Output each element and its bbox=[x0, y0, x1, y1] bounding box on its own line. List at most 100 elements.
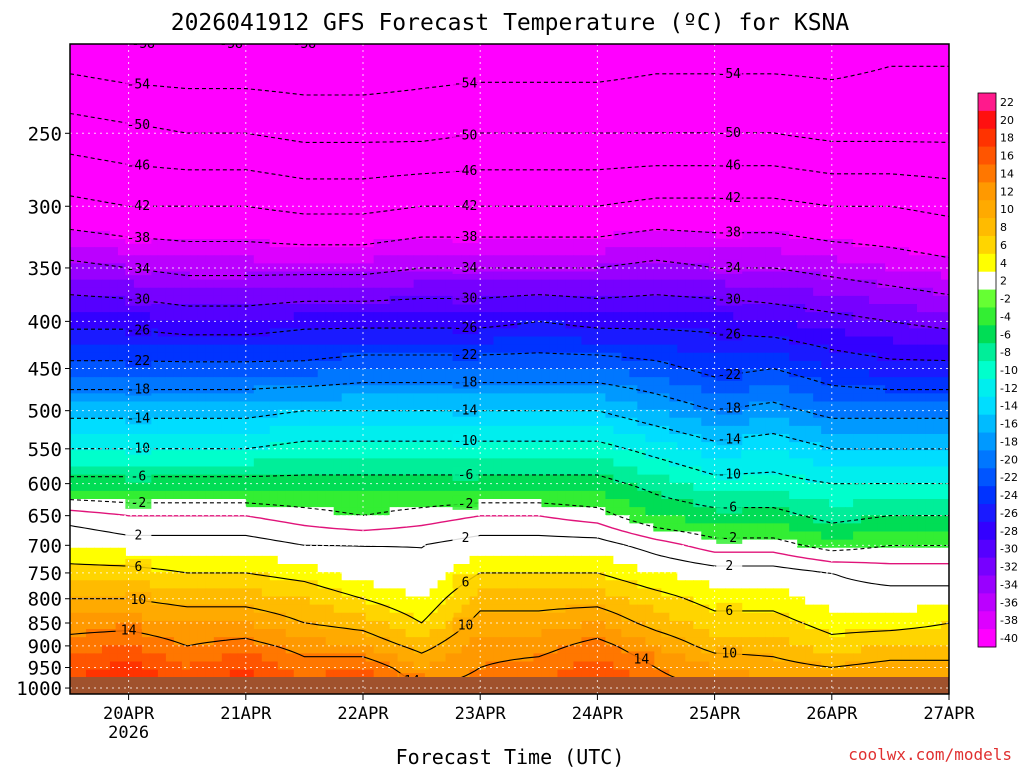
field-cell bbox=[797, 206, 806, 216]
field-cell bbox=[637, 312, 646, 321]
field-cell bbox=[797, 84, 806, 94]
field-cell bbox=[109, 320, 119, 329]
field-cell bbox=[549, 320, 559, 329]
field-cell bbox=[85, 60, 95, 69]
field-cell bbox=[749, 295, 758, 305]
field-cell bbox=[413, 141, 423, 151]
field-cell bbox=[917, 255, 926, 264]
field-cell bbox=[829, 44, 838, 53]
field-cell bbox=[461, 157, 471, 167]
field-cell bbox=[285, 304, 295, 313]
field-cell bbox=[253, 409, 263, 419]
field-cell bbox=[885, 125, 894, 134]
field-cell bbox=[70, 92, 79, 102]
field-cell bbox=[373, 174, 383, 183]
field-cell bbox=[749, 271, 758, 281]
field-cell bbox=[93, 255, 103, 264]
field-cell bbox=[269, 279, 279, 289]
field-cell bbox=[645, 149, 654, 159]
field-cell bbox=[301, 393, 311, 403]
field-cell bbox=[493, 133, 503, 143]
field-cell bbox=[109, 271, 119, 281]
field-cell bbox=[765, 182, 774, 191]
field-cell bbox=[541, 279, 551, 289]
field-cell bbox=[253, 287, 263, 297]
field-cell bbox=[565, 279, 575, 289]
field-cell bbox=[309, 52, 319, 61]
field-cell bbox=[301, 263, 311, 273]
field-cell bbox=[885, 393, 894, 403]
field-cell bbox=[853, 239, 862, 248]
field-cell bbox=[685, 214, 694, 224]
field-cell bbox=[557, 287, 567, 297]
field-cell bbox=[869, 198, 878, 208]
field-cell bbox=[605, 100, 614, 110]
field-cell bbox=[85, 344, 95, 354]
field-cell bbox=[237, 328, 247, 338]
field-cell bbox=[357, 174, 367, 183]
field-cell bbox=[917, 239, 926, 248]
field-cell bbox=[213, 279, 223, 289]
field-cell bbox=[421, 247, 431, 256]
field-cell bbox=[253, 100, 263, 110]
field-cell bbox=[285, 239, 295, 248]
field-cell bbox=[525, 190, 535, 199]
field-cell bbox=[493, 198, 503, 208]
field-cell bbox=[421, 401, 431, 411]
field-cell bbox=[725, 344, 734, 354]
field-cell bbox=[109, 247, 119, 256]
field-cell bbox=[781, 125, 790, 134]
field-cell bbox=[493, 369, 503, 378]
field-cell bbox=[813, 239, 822, 248]
field-cell bbox=[349, 157, 359, 167]
field-cell bbox=[373, 312, 383, 321]
field-cell bbox=[397, 52, 407, 61]
field-cell bbox=[517, 312, 527, 321]
field-cell bbox=[869, 247, 878, 256]
field-cell bbox=[549, 239, 559, 248]
field-cell bbox=[685, 222, 694, 232]
field-cell bbox=[725, 393, 734, 403]
field-cell bbox=[149, 190, 159, 199]
field-cell bbox=[637, 165, 646, 175]
field-cell bbox=[709, 369, 718, 378]
field-cell bbox=[605, 287, 614, 297]
field-cell bbox=[229, 360, 239, 370]
field-cell bbox=[893, 352, 902, 362]
field-cell bbox=[357, 141, 367, 151]
field-cell bbox=[509, 369, 519, 378]
field-cell bbox=[85, 190, 95, 199]
field-cell bbox=[133, 344, 143, 354]
field-cell bbox=[349, 287, 359, 297]
field-cell bbox=[509, 174, 519, 183]
field-cell bbox=[429, 174, 439, 183]
field-cell bbox=[581, 109, 591, 118]
field-cell bbox=[885, 255, 894, 264]
field-cell bbox=[893, 247, 902, 256]
field-cell bbox=[397, 76, 407, 86]
field-cell bbox=[141, 214, 151, 224]
field-cell bbox=[117, 377, 127, 386]
field-cell bbox=[309, 247, 319, 256]
field-cell bbox=[309, 157, 319, 167]
field-cell bbox=[509, 222, 519, 232]
field-cell bbox=[869, 279, 878, 289]
field-cell bbox=[325, 369, 335, 378]
field-cell bbox=[77, 352, 87, 362]
field-cell bbox=[221, 360, 231, 370]
field-cell bbox=[93, 271, 103, 281]
field-cell bbox=[189, 352, 199, 362]
field-cell bbox=[317, 76, 327, 86]
field-cell bbox=[541, 133, 551, 143]
field-cell bbox=[421, 149, 431, 159]
field-cell bbox=[845, 133, 854, 143]
field-cell bbox=[893, 198, 902, 208]
field-cell bbox=[589, 157, 598, 167]
field-cell bbox=[525, 312, 535, 321]
field-cell bbox=[237, 182, 247, 191]
field-cell bbox=[77, 377, 87, 386]
field-cell bbox=[661, 109, 670, 118]
field-cell bbox=[157, 182, 167, 191]
field-cell bbox=[477, 109, 487, 118]
field-cell bbox=[821, 76, 830, 86]
